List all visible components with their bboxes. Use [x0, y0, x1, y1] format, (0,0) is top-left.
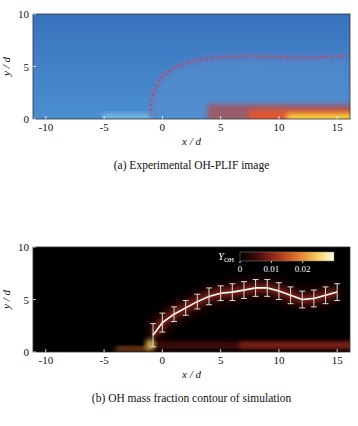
- error-bar: [334, 284, 340, 301]
- figure: -10 -5 0 5 10 15 0 5 10 x / d y / d (a) Experimenta…: [0, 0, 358, 426]
- x-tick-label: 15: [332, 354, 344, 366]
- colorbar-tick: [271, 261, 272, 263]
- colorbar-tick-label: 0: [238, 264, 243, 274]
- flame-anchor: [145, 339, 155, 351]
- colorbar-tick: [302, 261, 303, 263]
- colorbar-tick-label: 0.02: [295, 264, 311, 274]
- y-tick-label: 10: [18, 241, 30, 253]
- x-tick: [278, 349, 279, 352]
- x-tick: [337, 349, 338, 352]
- colorbar-title: YOH: [218, 251, 234, 264]
- wall-band: [150, 342, 350, 349]
- error-bar: [183, 301, 189, 316]
- x-tick: [104, 116, 105, 119]
- plot-frame: [33, 14, 350, 119]
- anchor-band: [115, 347, 150, 350]
- colorbar-tick: [240, 261, 241, 263]
- x-tick-label: 5: [218, 354, 224, 366]
- oh-layer-outer: [153, 288, 337, 335]
- axes: -10 -5 0 5 10 15 0 5 10 x / d y / d (a) Experimenta…: [0, 8, 350, 172]
- x-tick: [45, 116, 46, 119]
- y-tick: [33, 66, 36, 67]
- y-tick-label: 10: [18, 8, 30, 20]
- wall-band: [103, 114, 151, 119]
- x-tick: [45, 349, 46, 352]
- y-tick: [33, 299, 36, 300]
- error-bar: [159, 313, 165, 332]
- oh-layer-inner: [153, 288, 337, 335]
- y-tick-label: 0: [24, 113, 30, 125]
- error-bar: [311, 290, 317, 307]
- x-tick: [337, 116, 338, 119]
- x-tick-label: 10: [273, 121, 285, 133]
- error-bar: [299, 291, 305, 308]
- wall-band-hot: [239, 343, 350, 348]
- y-tick: [33, 119, 36, 120]
- y-tick-label: 0: [24, 346, 30, 358]
- colorbar-tick-label: 0.01: [263, 264, 279, 274]
- error-bar: [150, 324, 156, 347]
- colorbar: 0 0.01 0.02 YOH: [218, 251, 334, 274]
- x-tick-label: -10: [38, 121, 53, 133]
- x-tick-label: -10: [38, 354, 53, 366]
- error-bar: [218, 286, 224, 301]
- plot-frame: [33, 247, 350, 352]
- x-axis-title: x / d: [181, 368, 201, 380]
- y-tick-label: 5: [24, 294, 30, 306]
- x-tick: [162, 349, 163, 352]
- x-tick-label: 0: [160, 121, 166, 133]
- y-tick: [33, 247, 36, 248]
- error-bar: [241, 282, 247, 299]
- panel-caption: (a) Experimental OH-PLIF image: [114, 159, 270, 172]
- x-tick-label: 0: [160, 354, 166, 366]
- error-bar: [288, 287, 294, 304]
- y-axis-title: y / d: [0, 290, 12, 310]
- image-background: [33, 14, 350, 119]
- flame-orange: [249, 110, 350, 119]
- x-tick-label: -5: [100, 354, 110, 366]
- x-tick-label: 15: [332, 121, 344, 133]
- mean-line: [153, 288, 337, 335]
- flame-red: [207, 104, 350, 119]
- error-bar: [253, 280, 259, 297]
- mean-front: [150, 280, 340, 347]
- x-axis-title: x / d: [181, 135, 201, 147]
- x-tick: [220, 349, 221, 352]
- error-bar: [276, 283, 282, 300]
- error-bar: [206, 288, 212, 305]
- y-tick: [33, 352, 36, 353]
- error-bar: [171, 307, 177, 322]
- x-tick-label: 5: [218, 121, 224, 133]
- contour-field: [33, 247, 350, 352]
- colorbar-ramp: [240, 252, 334, 261]
- x-tick-label: 10: [273, 354, 285, 366]
- flame-yellow: [287, 114, 350, 119]
- x-tick: [220, 116, 221, 119]
- x-tick: [104, 349, 105, 352]
- axes: -10 -5 0 5 10 15 0 5 10 x / d y / d (b) OH mass fra…: [0, 241, 350, 405]
- error-bar: [264, 280, 270, 297]
- plif-image: [33, 14, 350, 119]
- x-tick-label: -5: [100, 121, 110, 133]
- error-bar: [229, 284, 235, 301]
- y-tick-label: 5: [24, 61, 30, 73]
- error-bar: [194, 294, 200, 309]
- x-tick: [162, 116, 163, 119]
- colorbar-title-sub: OH: [224, 256, 234, 264]
- panel-caption: (b) OH mass fraction contour of simulati…: [92, 392, 292, 405]
- x-tick: [278, 116, 279, 119]
- error-bar: [323, 287, 329, 304]
- contour-background: [33, 247, 350, 352]
- y-axis-title: y / d: [0, 57, 12, 77]
- y-tick: [33, 14, 36, 15]
